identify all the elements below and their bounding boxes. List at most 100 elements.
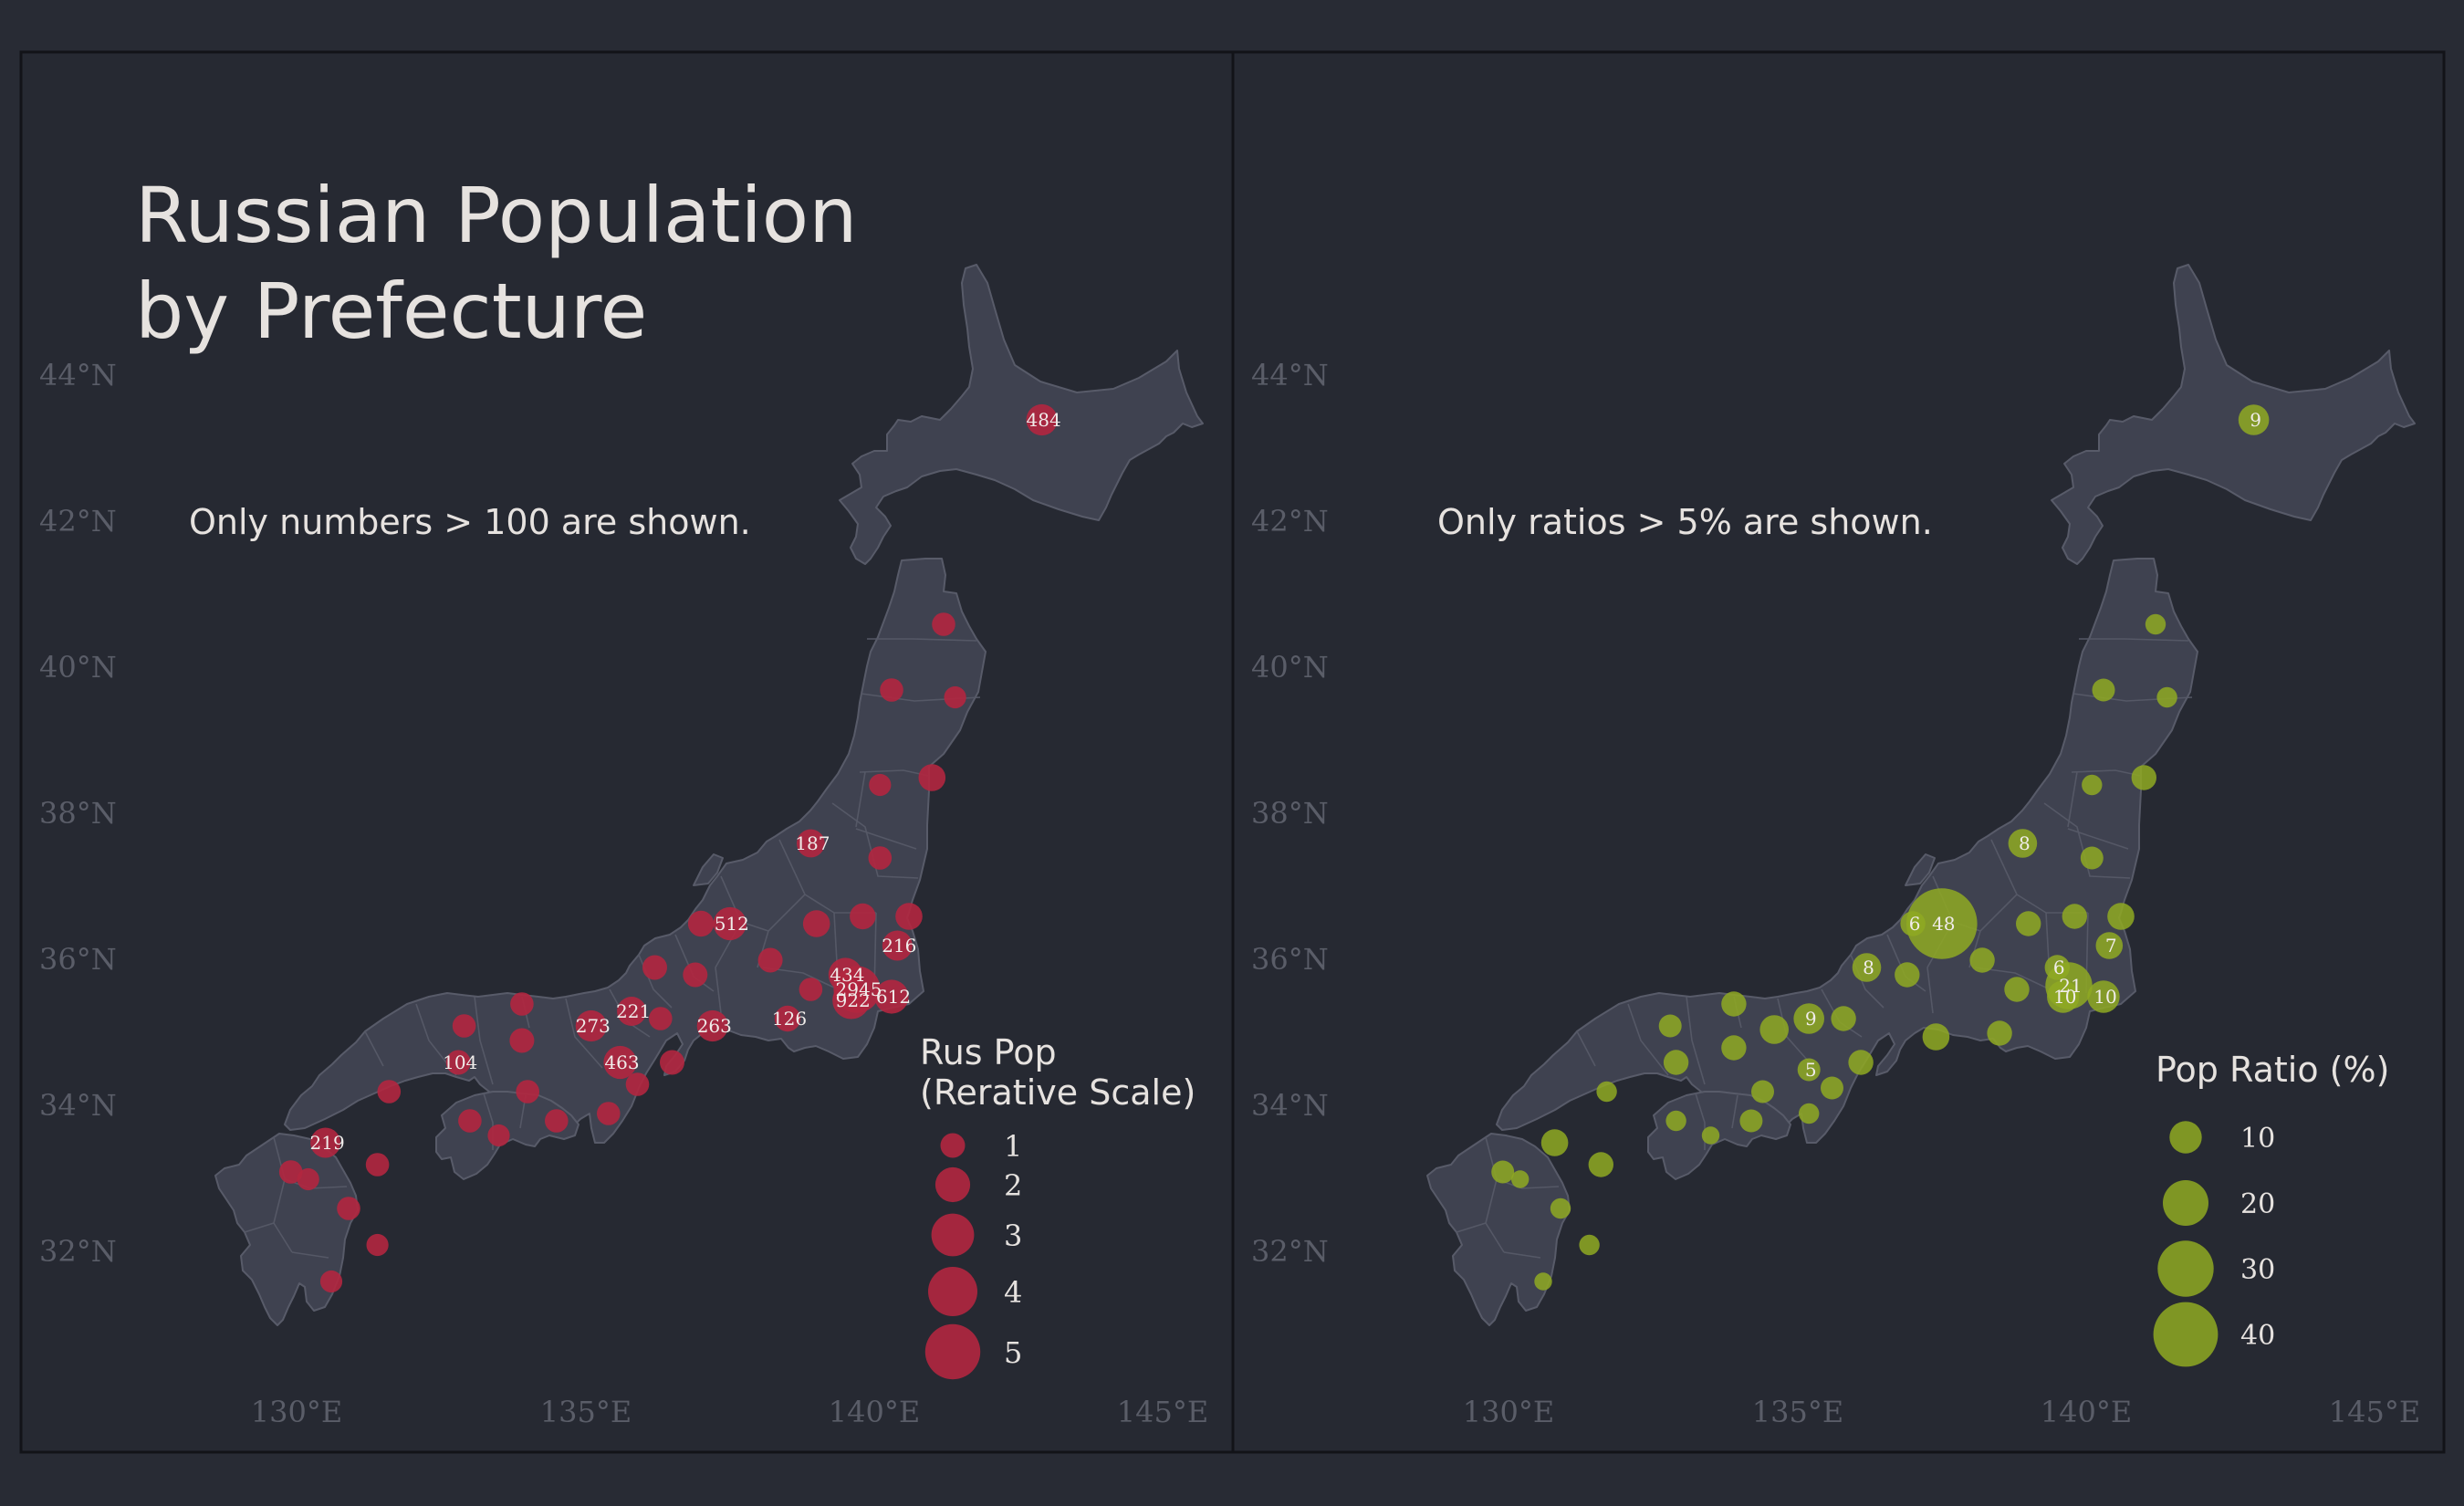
data-bubble	[445, 1050, 471, 1075]
data-bubble	[2080, 846, 2104, 870]
data-bubble	[1721, 991, 1747, 1017]
lat-tick: 40°N	[1251, 650, 1329, 685]
data-bubble	[458, 1109, 482, 1133]
data-label: 126	[772, 1008, 807, 1030]
data-bubble	[1895, 962, 1920, 988]
data-label: 7	[2105, 935, 2117, 957]
data-bubble	[799, 978, 823, 1001]
data-bubble	[597, 1102, 621, 1125]
lat-tick: 32°N	[39, 1234, 117, 1269]
legend-label: 3	[1004, 1218, 1022, 1253]
data-bubble	[918, 764, 946, 791]
data-label: 263	[697, 1015, 732, 1037]
data-bubble	[1658, 1014, 1682, 1038]
legend-swatch	[934, 1166, 971, 1203]
data-bubble	[1596, 1081, 1617, 1103]
data-bubble	[882, 930, 913, 961]
data-bubble	[2107, 903, 2135, 930]
title-line-2: by Prefecture	[135, 267, 647, 356]
data-bubble	[757, 947, 783, 973]
data-bubble	[1663, 1050, 1689, 1075]
data-label: 187	[795, 832, 830, 854]
data-bubble	[828, 957, 863, 992]
data-bubble	[1721, 1035, 1747, 1061]
data-bubble	[774, 1005, 801, 1032]
legend-right: Pop Ratio (%) 10 20 30 40	[2153, 1050, 2389, 1367]
data-bubble	[880, 678, 903, 702]
data-bubble	[2131, 765, 2156, 790]
data-bubble	[575, 1009, 607, 1042]
data-bubble	[802, 910, 830, 937]
data-bubble	[1922, 1023, 1950, 1051]
lon-axis-right: 130°E 135°E 140°E 145°E	[1463, 1395, 2420, 1429]
data-bubble	[2087, 980, 2120, 1013]
data-label: 484	[1027, 409, 1061, 431]
data-bubble	[895, 903, 923, 930]
data-bubble	[366, 1233, 389, 1257]
data-bubble	[2156, 686, 2177, 708]
data-bubble	[1550, 1197, 1571, 1219]
lon-tick: 130°E	[1463, 1395, 1554, 1429]
legend-swatch	[2163, 1180, 2208, 1226]
data-label: 273	[576, 1015, 611, 1037]
data-bubble	[660, 1050, 684, 1075]
right-panel	[1231, 50, 2446, 1454]
data-bubble	[1511, 1170, 1530, 1188]
data-label: 10	[2093, 986, 2116, 1008]
lat-tick: 34°N	[39, 1088, 117, 1123]
legend-left: Rus Pop (Rerative Scale) 1 2 3 4 5	[920, 1032, 1195, 1380]
lat-axis-left: 44°N 42°N 40°N 38°N 36°N 34°N 32°N	[39, 358, 117, 1269]
data-bubble	[516, 1080, 539, 1103]
data-bubble	[1540, 1129, 1569, 1156]
data-bubble	[642, 955, 667, 980]
data-bubble	[1759, 1015, 1789, 1044]
data-bubble	[310, 1127, 341, 1158]
data-bubble	[2082, 774, 2103, 796]
legend-title-line-1: Rus Pop	[920, 1032, 1057, 1072]
data-bubble	[868, 846, 893, 870]
data-bubble	[1848, 1050, 1874, 1075]
data-bubble	[1665, 1110, 1686, 1132]
legend-swatch	[928, 1267, 977, 1316]
data-bubble	[278, 1160, 303, 1184]
data-bubble	[1900, 911, 1926, 936]
legend-swatch	[2157, 1240, 2214, 1297]
data-bubble	[337, 1197, 360, 1220]
data-bubble	[1739, 1109, 1763, 1133]
data-bubble	[687, 910, 715, 937]
data-bubble	[874, 979, 909, 1014]
data-bubble	[1026, 403, 1058, 436]
legend-swatch	[924, 1323, 981, 1380]
data-label: 6	[1909, 913, 1921, 935]
data-bubble	[617, 997, 647, 1026]
data-bubble	[319, 1270, 343, 1293]
legend-title: Pop Ratio (%)	[2156, 1050, 2389, 1090]
data-bubble	[2092, 678, 2115, 702]
data-bubble	[510, 992, 534, 1016]
lon-axis-left: 130°E 135°E 140°E 145°E	[251, 1395, 1208, 1429]
data-bubble	[452, 1014, 476, 1038]
data-bubble	[2008, 829, 2038, 858]
data-bubble	[1969, 947, 1995, 973]
data-bubble	[944, 685, 966, 709]
legend-label: 30	[2240, 1254, 2275, 1286]
data-bubble	[2062, 904, 2087, 929]
lat-tick: 42°N	[39, 504, 117, 539]
data-bubble	[545, 1109, 569, 1133]
legend-label: 2	[1004, 1168, 1022, 1203]
data-label: 219	[310, 1132, 345, 1154]
data-label: 21	[2059, 975, 2082, 997]
title-line-1: Russian Population	[135, 171, 857, 260]
data-label: 221	[616, 1000, 651, 1022]
data-bubble	[1751, 1080, 1774, 1103]
data-bubble	[2016, 911, 2041, 936]
data-bubble	[869, 773, 892, 797]
data-bubble	[1793, 1003, 1824, 1034]
lat-tick: 40°N	[39, 650, 117, 685]
lon-tick: 145°E	[1117, 1395, 1208, 1429]
left-panel	[19, 50, 1235, 1454]
legend-swatch	[931, 1213, 975, 1257]
legend-swatch	[940, 1133, 966, 1158]
data-label: 8	[2019, 832, 2031, 854]
data-bubble	[1534, 1272, 1552, 1291]
